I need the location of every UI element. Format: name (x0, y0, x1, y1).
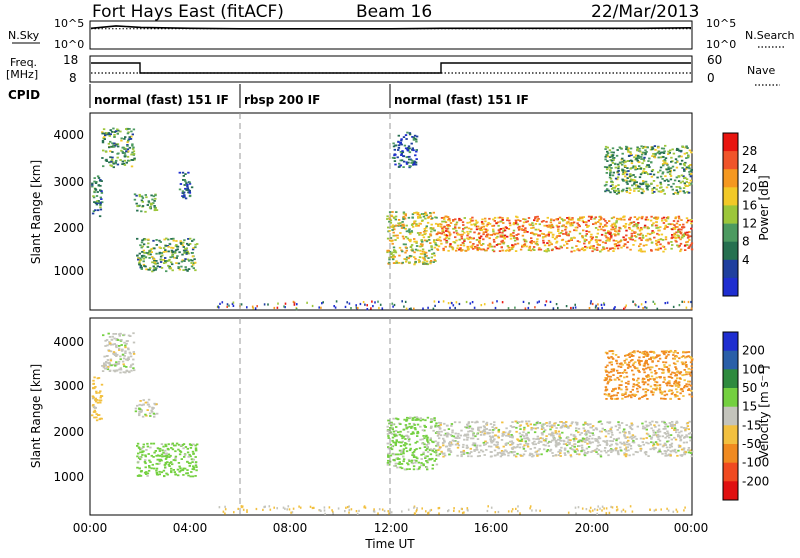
velocity-colorbar-swatch (723, 463, 738, 482)
xtick-1: 04:00 (173, 521, 208, 535)
nsearch-label: N.Search (745, 29, 795, 42)
xtick-0: 00:00 (73, 521, 108, 535)
cpid-row: CPID normal (fast) 151 IF rbsp 200 IF no… (8, 84, 529, 108)
power-colorbar-tick: 8 (742, 235, 750, 249)
power-colorbar-swatch (723, 224, 738, 243)
velocity-colorbar-tick: 15 (742, 400, 757, 414)
nsky-label: N.Sky (8, 29, 40, 42)
power-colorbar-tick: 12 (742, 217, 757, 231)
cpid-segment-3: normal (fast) 151 IF (394, 93, 529, 107)
power-colorbar: 28 24 20 16 12 8 4 (723, 133, 757, 296)
nsky-tick-high: 10^5 (54, 17, 84, 30)
power-panel: Slant Range [km] 4000 3000 2000 1000 282… (29, 113, 771, 310)
cpid-segment-2: rbsp 200 IF (244, 93, 320, 107)
velocity-ytick-2000: 2000 (53, 425, 84, 439)
velocity-ytick-3000: 3000 (53, 379, 84, 393)
power-colorbar-tick: 4 (742, 253, 750, 267)
xtick-2: 08:00 (273, 521, 308, 535)
freq-tick-high: 18 (63, 53, 78, 67)
nsky-trace (91, 26, 691, 29)
power-colorbar-swatch (723, 278, 738, 297)
x-axis-label: Time UT (364, 537, 415, 551)
freq-tick-low: 8 (69, 71, 77, 85)
velocity-colorbar-swatch (723, 444, 738, 463)
nave-label: Nave (747, 64, 775, 77)
velocity-colorbar-swatch (723, 369, 738, 388)
nave-tick-low: 0 (707, 71, 715, 85)
nsky-panel: N.Sky 10^5 10^0 10^5 10^0 N.Search (8, 17, 795, 51)
power-colorbar-tick: 16 (742, 198, 757, 212)
xtick-5: 20:00 (575, 521, 610, 535)
nsearch-tick-high: 10^5 (706, 17, 736, 30)
velocity-colorbar-tick: 200 (742, 344, 765, 358)
velocity-colorbar-tick: 50 (742, 381, 757, 395)
power-colorbar-tick: 20 (742, 180, 757, 194)
velocity-colorbar-tick: -200 (742, 474, 769, 488)
cpid-label: CPID (8, 88, 40, 102)
power-ytick-1000: 1000 (53, 264, 84, 278)
cpid-segment-1: normal (fast) 151 IF (94, 93, 229, 107)
velocity-panel: Slant Range [km] 4000 3000 2000 1000 200… (29, 318, 771, 515)
power-colorbar-swatch (723, 260, 738, 279)
velocity-ytick-4000: 4000 (53, 335, 84, 349)
plot-title: Fort Hays East (fitACF) (92, 2, 284, 22)
x-axis: 00:00 04:00 08:00 12:00 16:00 20:00 00:0… (73, 521, 709, 551)
velocity-colorbar-swatch (723, 388, 738, 407)
nsearch-tick-low: 10^0 (706, 38, 736, 51)
nsky-tick-low: 10^0 (54, 38, 84, 51)
power-colorbar-tick: 24 (742, 162, 757, 176)
xtick-3: 12:00 (374, 521, 409, 535)
plot-date: 22/Mar/2013 (591, 2, 699, 22)
xtick-6: 00:00 (674, 521, 709, 535)
power-colorbar-swatch (723, 242, 738, 261)
power-ylabel: Slant Range [km] (29, 160, 43, 264)
power-cbar-label: Power [dB] (757, 175, 771, 240)
velocity-ylabel: Slant Range [km] (29, 364, 43, 468)
beam-label: Beam 16 (356, 2, 432, 22)
power-colorbar-swatch (723, 133, 738, 152)
power-colorbar-swatch (723, 169, 738, 188)
freq-unit-label: [MHz] (6, 68, 38, 81)
velocity-ytick-1000: 1000 (53, 470, 84, 484)
power-ytick-2000: 2000 (53, 221, 84, 235)
freq-panel: Freq. [MHz] 18 8 60 0 Nave (6, 53, 780, 85)
nsky-traces (91, 26, 691, 29)
power-colorbar-tick: 28 (742, 144, 757, 158)
velocity-colorbar-swatch (723, 407, 738, 426)
velocity-colorbar-swatch (723, 425, 738, 444)
power-colorbar-swatch (723, 205, 738, 224)
power-ytick-4000: 4000 (53, 128, 84, 142)
power-colorbar-swatch (723, 151, 738, 170)
power-colorbar-swatch (723, 187, 738, 206)
nave-tick-high: 60 (707, 53, 722, 67)
velocity-colorbar-swatch (723, 351, 738, 370)
velocity-colorbar-swatch (723, 481, 738, 500)
power-ytick-3000: 3000 (53, 175, 84, 189)
velocity-colorbar-swatch (723, 332, 738, 351)
freq-trace (91, 63, 691, 73)
velocity-cbar-label: Velocity [m s⁻¹] (757, 365, 771, 458)
xtick-4: 16:00 (474, 521, 509, 535)
